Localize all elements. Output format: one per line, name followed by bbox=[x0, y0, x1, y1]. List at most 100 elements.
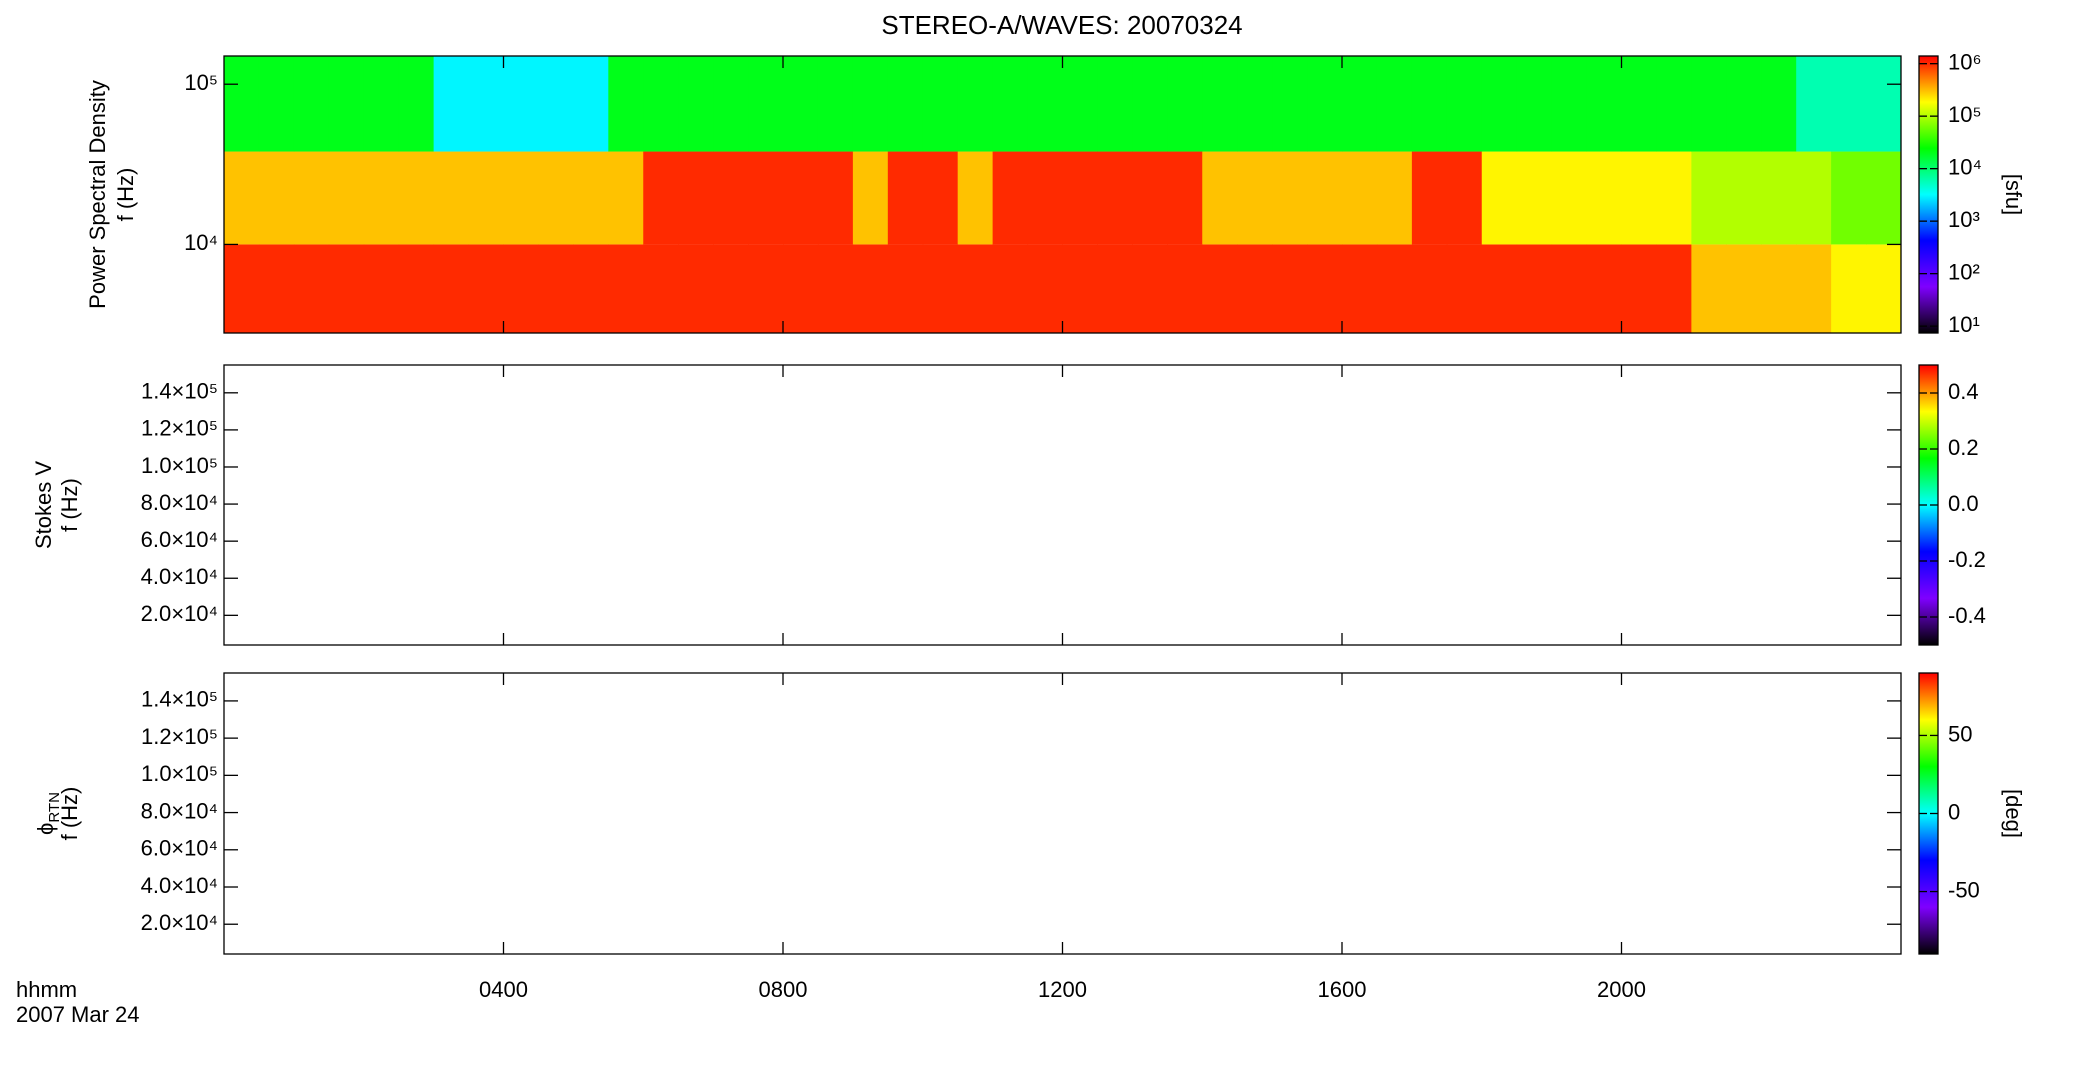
heatmap-cell bbox=[1272, 56, 1308, 152]
heatmap-cell bbox=[1307, 151, 1343, 245]
heatmap-cell bbox=[1376, 151, 1413, 245]
heatmap-cell bbox=[643, 151, 679, 245]
figure-title: STEREO-A/WAVES: 20070324 bbox=[881, 10, 1242, 40]
x-tick-label: 1600 bbox=[1318, 977, 1367, 1002]
heatmap-cell bbox=[922, 244, 959, 333]
heatmap-cell bbox=[748, 151, 784, 245]
heatmap-cell bbox=[783, 244, 819, 333]
x-tick-label: 2000 bbox=[1597, 977, 1646, 1002]
heatmap-cell bbox=[1411, 151, 1448, 245]
colorbar-label: [sfu] bbox=[2001, 174, 2026, 216]
heatmap-cell bbox=[817, 56, 854, 152]
heatmap-cell bbox=[643, 56, 679, 152]
heatmap-cell bbox=[1831, 151, 1867, 245]
heatmap-cell bbox=[1132, 151, 1168, 245]
colorbar-tick-label: 50 bbox=[1948, 721, 1972, 746]
heatmap-cell bbox=[887, 151, 924, 245]
heatmap-cell bbox=[1481, 151, 1518, 245]
heatmap-cell bbox=[1342, 244, 1378, 333]
heatmap-cell bbox=[1796, 244, 1832, 333]
y-axis-label-sub: RTN bbox=[46, 792, 63, 823]
colorbar-tick-label: -0.2 bbox=[1948, 547, 1986, 572]
heatmap-cell bbox=[887, 56, 924, 152]
heatmap-cell bbox=[1376, 56, 1413, 152]
y-axis-label: Power Spectral Density bbox=[85, 80, 110, 309]
heatmap-cell bbox=[1551, 56, 1588, 152]
heatmap-cell bbox=[992, 56, 1029, 152]
heatmap-cell bbox=[1516, 56, 1553, 152]
heatmap-cell bbox=[224, 151, 260, 245]
heatmap-cell bbox=[992, 244, 1029, 333]
heatmap-cell bbox=[678, 244, 714, 333]
heatmap-cell bbox=[433, 56, 470, 152]
heatmap-cell bbox=[1167, 56, 1203, 152]
heatmap-cell bbox=[817, 244, 854, 333]
heatmap-cell bbox=[1621, 151, 1657, 245]
heatmap-cell bbox=[503, 151, 539, 245]
heatmap-cell bbox=[1551, 151, 1588, 245]
heatmap-cell bbox=[1411, 56, 1448, 152]
heatmap-cell bbox=[852, 151, 889, 245]
heatmap-cell bbox=[1656, 244, 1692, 333]
heatmap-cell bbox=[258, 56, 295, 152]
y-tick-label: 6.0×10⁴ bbox=[141, 527, 218, 552]
date-label: 2007 Mar 24 bbox=[16, 1002, 140, 1027]
heatmap-cell bbox=[887, 244, 924, 333]
heatmap-cell bbox=[538, 151, 574, 245]
heatmap-cell bbox=[1237, 56, 1273, 152]
y-axis-label: f (Hz) bbox=[113, 168, 138, 222]
heatmap-cell bbox=[573, 56, 609, 152]
heatmap-cell bbox=[293, 244, 330, 333]
heatmap-cell bbox=[1202, 244, 1238, 333]
heatmap-cell bbox=[1726, 244, 1762, 333]
y-tick-label: 1.2×10⁵ bbox=[141, 416, 218, 441]
y-tick-label: 1.0×10⁵ bbox=[141, 453, 218, 478]
y-tick-label: 10⁵ bbox=[184, 70, 218, 95]
heatmap-cell bbox=[1761, 151, 1797, 245]
plot-frame bbox=[223, 672, 1902, 955]
colorbar-tick-label: 0.4 bbox=[1948, 379, 1979, 404]
y-tick-label: 8.0×10⁴ bbox=[141, 798, 218, 823]
heatmap-cell bbox=[1342, 151, 1378, 245]
heatmap-cell bbox=[713, 56, 749, 152]
heatmap-cell bbox=[1097, 244, 1133, 333]
colorbar-label: [deg] bbox=[2001, 789, 2026, 838]
time-label: hhmm bbox=[16, 977, 77, 1002]
y-tick-label: 4.0×10⁴ bbox=[141, 873, 218, 898]
x-tick-label: 1200 bbox=[1038, 977, 1087, 1002]
heatmap-cell bbox=[1866, 244, 1902, 333]
heatmap-cell bbox=[1446, 56, 1483, 152]
heatmap-cell bbox=[433, 244, 470, 333]
heatmap-cell bbox=[1376, 244, 1413, 333]
heatmap-cell bbox=[1027, 151, 1063, 245]
heatmap-cell bbox=[1516, 151, 1553, 245]
heatmap-cell bbox=[468, 56, 504, 152]
colorbar bbox=[1919, 56, 1938, 333]
colorbar-tick-label: -50 bbox=[1948, 877, 1980, 902]
heatmap-cell bbox=[1446, 151, 1483, 245]
colorbar bbox=[1919, 673, 1938, 954]
heatmap-cell bbox=[957, 151, 994, 245]
x-tick-label: 0400 bbox=[479, 977, 528, 1002]
heatmap-cell bbox=[1272, 151, 1308, 245]
heatmap-cell bbox=[468, 244, 504, 333]
heatmap-cell bbox=[1866, 56, 1902, 152]
colorbar-tick-label: 0.2 bbox=[1948, 435, 1979, 460]
heatmap-cell bbox=[363, 56, 400, 152]
heatmap-cell bbox=[1132, 56, 1168, 152]
heatmap-cell bbox=[328, 244, 365, 333]
heatmap-cell bbox=[957, 56, 994, 152]
heatmap-cell bbox=[1831, 56, 1867, 152]
heatmap-cell bbox=[783, 151, 819, 245]
heatmap-cell bbox=[1272, 244, 1308, 333]
heatmap-cell bbox=[852, 244, 889, 333]
heatmap-cell bbox=[748, 244, 784, 333]
heatmap-cell bbox=[1691, 244, 1727, 333]
colorbar-tick-label: 10⁶ bbox=[1948, 49, 1982, 74]
heatmap-cell bbox=[1621, 244, 1657, 333]
heatmap-cell bbox=[1307, 56, 1343, 152]
heatmap-cell bbox=[1656, 56, 1692, 152]
y-tick-label: 6.0×10⁴ bbox=[141, 836, 218, 861]
y-tick-label: 10⁴ bbox=[184, 230, 218, 255]
